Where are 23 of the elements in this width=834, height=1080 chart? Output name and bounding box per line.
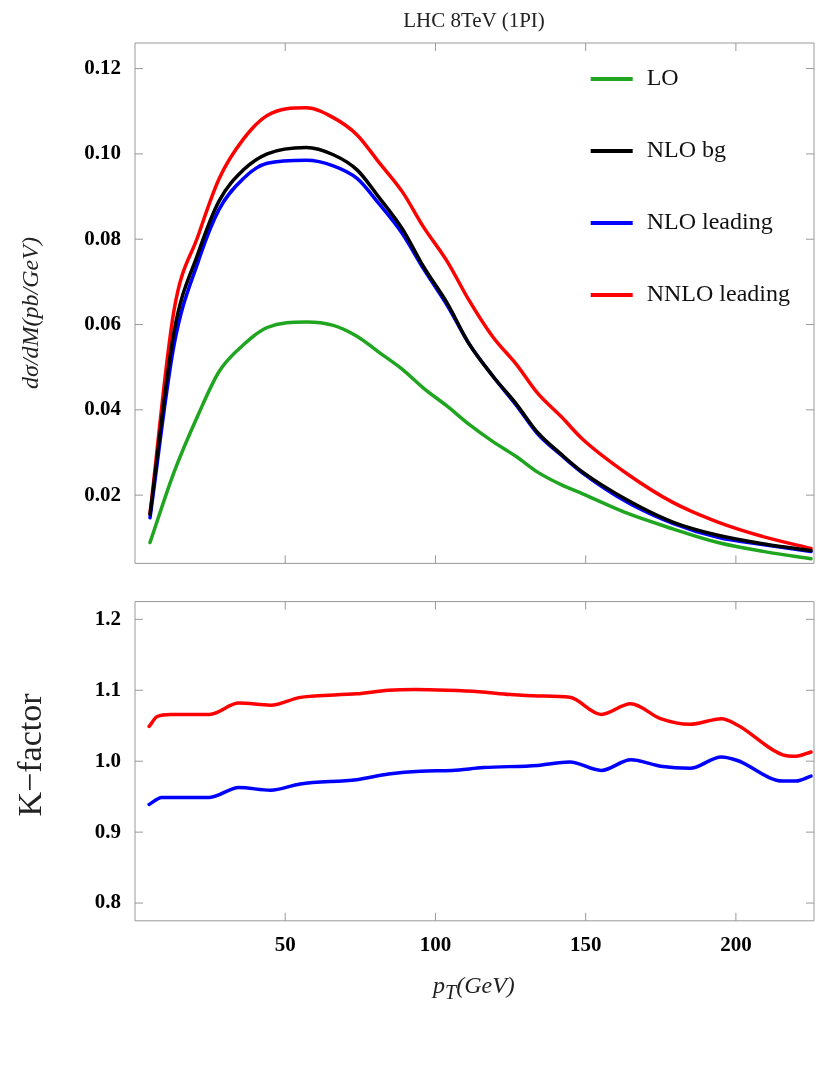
legend-label: NLO leading [646,208,773,235]
y-tick-label: 0.02 [84,481,121,506]
x-tick-label: 150 [569,931,602,956]
y-axis-title: K−factor [11,693,49,817]
x-tick-label: 100 [419,931,452,956]
y-axis-title: dσ/dM(pb/GeV) [16,237,44,389]
y-tick-label: 1.2 [94,605,121,630]
y-tick-label: 1.1 [94,676,121,701]
x-tick-label: 50 [274,931,296,956]
legend-label: LO [646,64,679,91]
y-tick-label: 0.10 [84,140,121,165]
chart-title: LHC 8TeV (1PI) [402,8,546,33]
y-tick-label: 0.12 [84,55,121,80]
legend-label: NNLO leading [646,280,790,307]
legend-label: NLO bg [646,136,727,163]
y-tick-label: 0.9 [94,818,121,843]
x-tick-label: 200 [720,931,752,956]
y-tick-label: 1.0 [94,747,121,772]
y-tick-label: 0.06 [84,310,121,335]
x-axis-title: p$_{T}$(GeV) [430,972,516,1004]
y-tick-label: 0.08 [84,225,121,250]
y-tick-label: 0.8 [94,889,121,914]
y-tick-label: 0.04 [84,396,122,421]
